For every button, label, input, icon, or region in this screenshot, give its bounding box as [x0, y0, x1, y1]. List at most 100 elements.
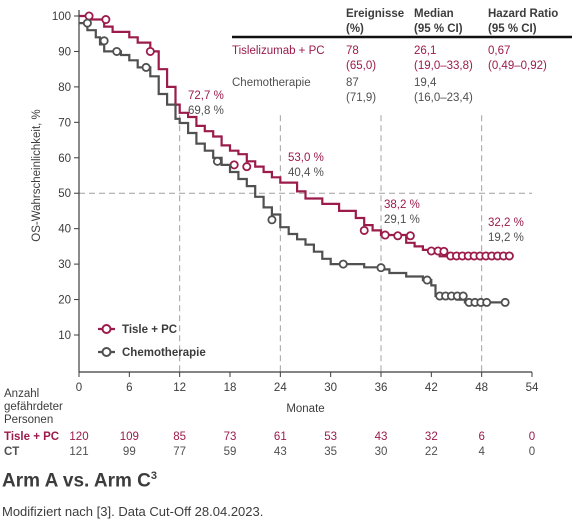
- y-tick-label: 70: [58, 117, 71, 129]
- risk-value-tisle: 61: [274, 431, 287, 443]
- x-tick-label: 54: [526, 382, 539, 394]
- table-header: (95 % CI): [488, 23, 537, 35]
- censor-mark-chemo: [99, 36, 109, 46]
- x-tick-label: 36: [375, 382, 388, 394]
- table-header: (%): [346, 23, 364, 35]
- table-cell-chemo: (71,9): [346, 92, 376, 104]
- y-tick-label: 80: [58, 82, 71, 94]
- risk-value-chemo: 4: [478, 446, 485, 458]
- censor-mark-chemo: [338, 259, 348, 269]
- risk-value-tisle: 6: [478, 431, 484, 443]
- table-header: Median: [414, 8, 454, 20]
- y-tick-label: 60: [58, 153, 71, 165]
- censor-mark-chemo: [82, 18, 92, 28]
- x-tick-label: 12: [173, 382, 186, 394]
- km-curve-chemo: [79, 22, 507, 304]
- risk-value-tisle: 43: [375, 431, 388, 443]
- y-tick-label: 50: [58, 188, 71, 200]
- censor-mark-chemo: [422, 275, 432, 285]
- y-tick-label: 30: [58, 259, 71, 271]
- censor-mark-tisle: [242, 162, 252, 172]
- x-tick-label: 30: [324, 382, 337, 394]
- y-tick-label: 40: [58, 224, 71, 236]
- table-cell-tisle: 0,67: [488, 45, 510, 57]
- y-axis-title: OS-Wahrscheinlichkeit, %: [31, 109, 43, 242]
- risk-value-tisle: 109: [120, 431, 139, 443]
- censor-mark-tisle: [393, 231, 403, 241]
- risk-row-label-tisle: Tisle + PC: [4, 431, 59, 443]
- censor-mark-tisle: [380, 230, 390, 240]
- censor-mark-chemo: [500, 297, 510, 307]
- censor-mark-chemo: [267, 215, 277, 225]
- table-cell-tisle: (65,0): [346, 60, 376, 72]
- km-chart: 102030405060708090100OS-Wahrscheinlichke…: [4, 8, 572, 458]
- table-cell-tisle: (0,49–0,92): [488, 60, 547, 72]
- table-cell-tisle: (19,0–33,8): [414, 60, 473, 72]
- annotation-chemo-month-24: 40,4 %: [288, 167, 324, 179]
- x-tick-label: 42: [425, 382, 438, 394]
- heading-sup: 3: [150, 470, 157, 482]
- censor-mark-chemo: [141, 62, 151, 72]
- risk-value-chemo: 30: [375, 446, 388, 458]
- annotation-chemo-month-36: 29,1 %: [384, 214, 420, 226]
- x-tick-label: 48: [475, 382, 488, 394]
- risk-table-title: Anzahl: [4, 388, 39, 400]
- annotation-chemo-month-48: 19,2 %: [488, 232, 524, 244]
- risk-value-chemo: 99: [123, 446, 136, 458]
- table-cell-tisle: 26,1: [414, 45, 436, 57]
- figure-heading: Arm A vs. Arm C3: [2, 470, 157, 492]
- table-cell-tisle: 78: [346, 45, 359, 57]
- risk-table-title: Personen: [4, 414, 53, 426]
- censor-mark-tisle: [439, 246, 449, 256]
- risk-value-chemo: 43: [274, 446, 287, 458]
- legend-marker-chemo: [101, 347, 112, 357]
- censor-mark-chemo: [112, 46, 122, 56]
- table-header: Ereignisse: [346, 8, 404, 20]
- x-tick-label: 0: [76, 382, 82, 394]
- footnote: Modifiziert nach [3]. Data Cut-Off 28.04…: [2, 504, 264, 519]
- table-header: (95 % CI): [414, 23, 463, 35]
- legend-label-chemo: Chemotherapie: [122, 347, 206, 359]
- table-cell-chemo: 87: [346, 77, 359, 89]
- risk-value-chemo: 35: [324, 446, 337, 458]
- risk-table-title: gefährdeter: [4, 401, 63, 413]
- risk-value-chemo: 22: [425, 446, 438, 458]
- legend-marker-tisle: [101, 324, 112, 334]
- annotation-tisle-month-48: 32,2 %: [488, 217, 524, 229]
- annotation-tisle-month-24: 53,0 %: [288, 152, 324, 164]
- y-tick-label: 10: [58, 330, 71, 342]
- annotation-tisle-month-36: 38,2 %: [384, 199, 420, 211]
- table-arm-tisle: Tislelizumab + PC: [232, 45, 325, 57]
- table-cell-chemo: 19,4: [414, 77, 437, 89]
- x-tick-label: 6: [126, 382, 132, 394]
- censor-mark-tisle: [84, 11, 94, 21]
- risk-value-tisle: 85: [173, 431, 186, 443]
- censor-mark-chemo: [458, 291, 468, 301]
- x-tick-label: 24: [274, 382, 287, 394]
- risk-value-tisle: 120: [69, 431, 88, 443]
- annotation-chemo-month-12: 69,8 %: [188, 105, 224, 117]
- censor-mark-tisle: [359, 225, 369, 235]
- censor-mark-tisle: [145, 46, 155, 56]
- table-arm-chemo: Chemotherapie: [232, 77, 311, 89]
- risk-value-tisle: 32: [425, 431, 438, 443]
- risk-value-tisle: 73: [224, 431, 237, 443]
- legend-label-tisle: Tisle + PC: [122, 324, 177, 336]
- risk-value-chemo: 0: [529, 446, 535, 458]
- heading-text: Arm A vs. Arm C: [2, 470, 151, 492]
- risk-value-chemo: 77: [173, 446, 186, 458]
- y-tick-label: 90: [58, 46, 71, 58]
- x-axis-title: Monate: [286, 403, 324, 415]
- censor-mark-chemo: [212, 156, 222, 166]
- x-tick-label: 18: [224, 382, 237, 394]
- censor-mark-tisle: [229, 160, 239, 170]
- censor-mark-tisle: [504, 251, 514, 261]
- y-tick-label: 100: [52, 11, 71, 23]
- y-tick-label: 20: [58, 295, 71, 307]
- risk-value-tisle: 0: [529, 431, 535, 443]
- censor-mark-tisle: [405, 231, 415, 241]
- risk-value-chemo: 59: [224, 446, 237, 458]
- table-cell-chemo: (16,0–23,4): [414, 92, 473, 104]
- censor-mark-tisle: [101, 15, 111, 25]
- annotation-tisle-month-12: 72,7 %: [188, 90, 224, 102]
